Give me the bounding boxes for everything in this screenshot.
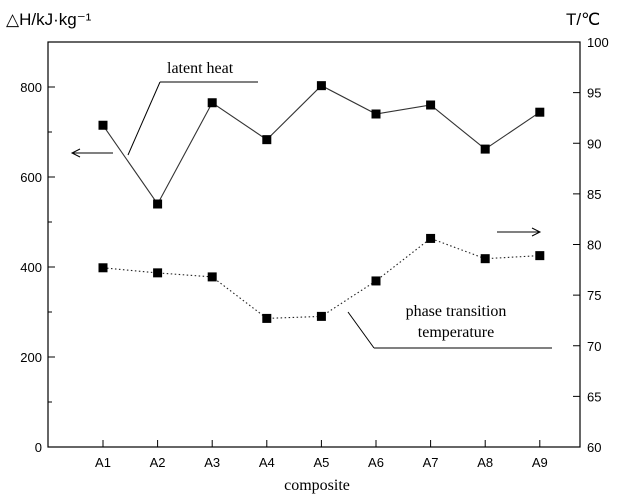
latent-series-point [426, 100, 436, 110]
left-axis-arrowhead [70, 148, 81, 158]
left-tick-label: 200 [20, 350, 42, 365]
phase-transition-annotation: phase transition temperature [347, 227, 552, 349]
x-tick-label: A6 [368, 455, 384, 470]
latent-heat-label: latent heat [167, 60, 234, 77]
latent-series-point [480, 144, 490, 154]
right-tick-label: 90 [587, 136, 601, 151]
latent-series-point [207, 98, 217, 108]
phase-series-point [480, 254, 490, 264]
latent-series-point [316, 81, 326, 91]
latent-series-point [98, 120, 108, 130]
phase-transition-label-line1: phase transition [406, 303, 507, 320]
phase-series-point [153, 268, 163, 278]
series-layer [98, 81, 545, 323]
right-tick-label: 75 [587, 288, 601, 303]
left-axis: 0 200 400 600 800 [20, 80, 55, 455]
right-tick-label: 80 [587, 238, 601, 253]
plot-frame [47, 41, 581, 448]
x-tick-label: A9 [532, 455, 548, 470]
right-tick-label: 60 [587, 440, 601, 455]
latent-heat-annotation: latent heat [70, 60, 258, 158]
x-axis: A1 A2 A3 A4 A5 A6 A7 A8 A9 [95, 440, 548, 470]
phase-series-point [371, 276, 381, 286]
phase-series-point [535, 251, 545, 261]
right-tick-label: 100 [587, 35, 609, 50]
left-tick-label: 600 [20, 170, 42, 185]
right-tick-label: 85 [587, 187, 601, 202]
latent-series-point [535, 107, 545, 117]
x-tick-label: A3 [204, 455, 220, 470]
x-tick-label: A1 [95, 455, 111, 470]
phase-series-point [426, 233, 436, 243]
phase-series-point [316, 311, 326, 321]
latent-series-line [102, 84, 541, 206]
x-tick-label: A5 [313, 455, 329, 470]
y-axis-left-title: △H/kJ·kg⁻¹ [6, 10, 92, 29]
x-tick-label: A7 [423, 455, 439, 470]
phase-transition-label-line2: temperature [418, 324, 494, 341]
right-tick-label: 95 [587, 86, 601, 101]
phase-transition-leader [347, 311, 375, 349]
left-tick-label: 400 [20, 260, 42, 275]
x-tick-label: A4 [259, 455, 275, 470]
x-axis-title: composite [284, 477, 350, 494]
right-axis: 60 65 70 75 80 85 90 95 100 [573, 35, 609, 455]
phase-series-point [98, 263, 108, 273]
right-axis-arrowhead [531, 227, 542, 237]
phase-series-point [207, 272, 217, 282]
x-tick-label: A2 [150, 455, 166, 470]
right-tick-label: 70 [587, 339, 601, 354]
right-tick-label: 65 [587, 389, 601, 404]
phase-series-point [262, 313, 272, 323]
latent-series-point [153, 199, 163, 209]
left-tick-label: 0 [35, 440, 42, 455]
latent-series-point [262, 135, 272, 145]
left-tick-label: 800 [20, 80, 42, 95]
y-axis-right-title: T/℃ [566, 10, 600, 29]
latent-series-point [371, 109, 381, 119]
x-tick-label: A8 [477, 455, 493, 470]
latent-heat-leader [127, 81, 161, 156]
